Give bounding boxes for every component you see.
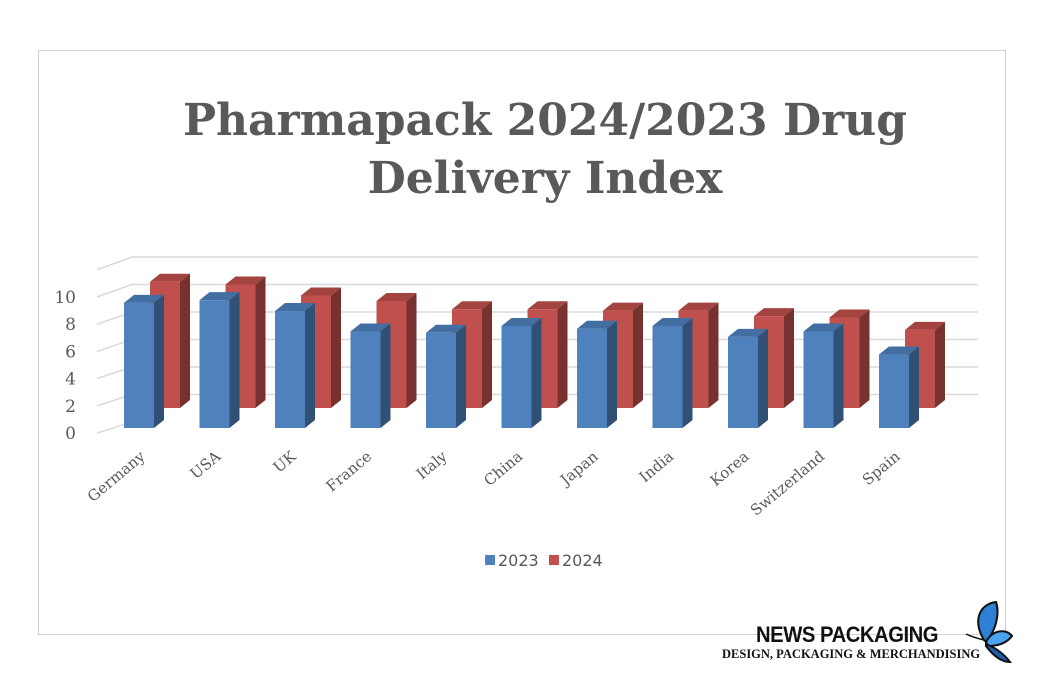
bar-top [199, 292, 240, 301]
bar-side [833, 323, 844, 428]
legend-swatch [549, 555, 559, 565]
bar-2023 [275, 303, 315, 428]
x-tick-label: Japan [555, 447, 601, 490]
bar-front [652, 326, 683, 428]
x-tick-label: France [323, 447, 376, 495]
bar-top [426, 324, 466, 333]
butterfly-icon [965, 600, 1014, 664]
bar-side [331, 287, 341, 408]
bar-side [607, 320, 617, 428]
bar-side [935, 321, 945, 408]
bar-2023 [426, 324, 466, 428]
legend-label: 2023 [498, 551, 539, 570]
bar-2023 [728, 328, 768, 428]
bar-side [859, 309, 870, 408]
y-tick-label: 10 [54, 288, 76, 308]
bar-top [376, 293, 417, 301]
chart-title: Pharmapack 2024/2023 Drug Delivery Index [38, 92, 1039, 208]
bar-front [879, 354, 909, 428]
chart-frame [38, 50, 1006, 635]
bar-side [380, 323, 391, 428]
bar-2023 [350, 323, 391, 428]
x-tick-label: Korea [707, 447, 753, 490]
bar-front [577, 328, 607, 428]
bar-top [652, 318, 693, 326]
bar-front [728, 336, 758, 428]
x-tick-label: USA [187, 447, 225, 483]
bar-top [124, 294, 164, 303]
bar-side [758, 328, 768, 428]
bar-top [728, 328, 768, 337]
bar-side [154, 294, 164, 428]
y-tick-label: 8 [65, 315, 76, 335]
side-gridline [96, 256, 133, 271]
bar-front [350, 331, 381, 428]
bar-top [577, 320, 617, 329]
x-tick-label: Italy [413, 447, 451, 483]
legend-label: 2024 [562, 551, 603, 570]
bar-side [406, 293, 417, 408]
x-tick-label: UK [270, 447, 300, 477]
bar-2023 [501, 318, 542, 428]
bar-side [229, 292, 240, 428]
bar-side [708, 302, 719, 408]
news-packaging-logo: NEWS PACKAGING DESIGN, PACKAGING & MERCH… [722, 600, 1022, 682]
bar-side [682, 318, 693, 428]
y-tick-label: 0 [65, 424, 76, 444]
bar-top [225, 276, 266, 285]
bar-top [350, 323, 391, 332]
bar-2023 [803, 323, 844, 428]
logo-tagline: DESIGN, PACKAGING & MERCHANDISING [722, 647, 981, 661]
bar-top [150, 273, 190, 282]
bar-2023 [879, 346, 919, 428]
bar-front [426, 332, 456, 428]
bar-top [678, 302, 719, 311]
chart-title-line-1: Pharmapack 2024/2023 Drug [182, 95, 908, 146]
bar-top [301, 287, 341, 296]
bar-2023 [199, 292, 240, 428]
legend-swatch [485, 555, 495, 565]
chart-title-line-2: Delivery Index [367, 153, 723, 204]
x-tick-label: India [636, 447, 677, 486]
bar-side [633, 302, 643, 408]
bar-2023 [124, 294, 164, 428]
bar-top [829, 309, 870, 318]
bar-front [124, 302, 154, 428]
x-tick-label: China [480, 447, 526, 489]
side-gridline [96, 283, 133, 298]
bar-top [803, 323, 844, 332]
x-tick-label: Switzerland [747, 447, 829, 519]
y-tick-label: 6 [65, 342, 76, 362]
bar-front [199, 300, 230, 428]
bar-side [255, 276, 266, 408]
bar-side [180, 273, 190, 408]
bar-top [452, 301, 492, 310]
bar-front [501, 326, 532, 428]
bar-front [803, 331, 834, 428]
bar-front [275, 311, 305, 428]
bar-top [501, 318, 542, 326]
bar-top [527, 301, 568, 310]
x-tick-label: Germany [84, 447, 149, 506]
bar-2023 [577, 320, 617, 428]
bar-side [909, 346, 919, 428]
x-tick-label: Spain [859, 447, 904, 489]
bar-side [482, 301, 492, 408]
bar-top [275, 303, 315, 312]
bar-top [603, 302, 643, 311]
bar-2023 [652, 318, 693, 428]
bar-top [754, 308, 794, 317]
logo-name: NEWS PACKAGING [756, 622, 939, 647]
bar-side [305, 303, 315, 428]
y-tick-label: 4 [65, 370, 76, 390]
bar-top [905, 321, 945, 330]
bar-side [456, 324, 466, 428]
y-tick-label: 2 [65, 397, 76, 417]
bar-top [879, 346, 919, 355]
bar-side [531, 318, 542, 428]
bar-side [557, 301, 568, 408]
bar-side [784, 308, 794, 408]
